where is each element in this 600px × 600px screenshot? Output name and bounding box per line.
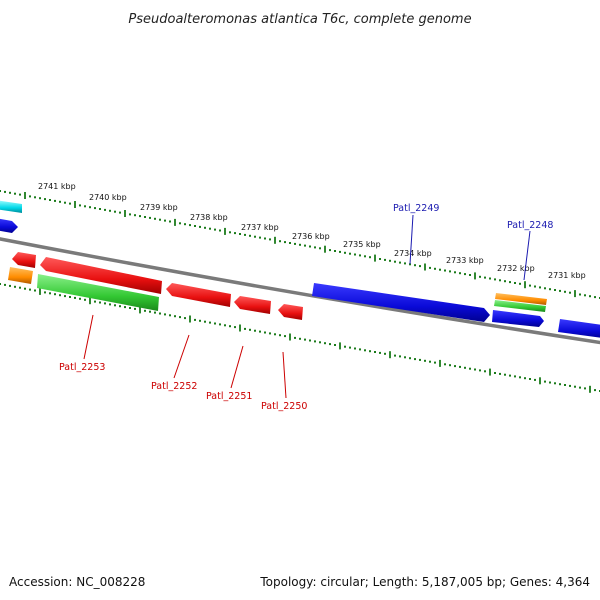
- genome-summary-text: Topology: circular; Length: 5,187,005 bp…: [259, 575, 590, 589]
- kbp-label: 2731 kbp: [548, 271, 586, 280]
- leader-line: [409, 214, 414, 265]
- forward-gene-patl-2249[interactable]: [312, 283, 490, 322]
- leader-line: [83, 314, 94, 360]
- cds-feature[interactable]: [8, 267, 33, 284]
- gene-label-patl-2252[interactable]: Patl_2252: [151, 381, 197, 392]
- reverse-gene-feature[interactable]: [12, 252, 36, 268]
- reverse-gene-patl-2250[interactable]: [278, 304, 303, 320]
- outer-tick-ruler: [0, 190, 600, 299]
- kbp-label: 2740 kbp: [89, 193, 127, 202]
- kbp-label: 2732 kbp: [497, 264, 535, 273]
- leader-line: [230, 345, 244, 389]
- forward-gene-feature[interactable]: [558, 319, 600, 339]
- kbp-label: 2741 kbp: [38, 182, 76, 191]
- rna-gene-feature[interactable]: [0, 200, 22, 213]
- reverse-gene-patl-2252[interactable]: [166, 283, 231, 307]
- leader-line: [282, 351, 287, 399]
- forward-gene-feature[interactable]: [0, 218, 18, 233]
- kbp-label: 2738 kbp: [190, 213, 228, 222]
- leader-line: [173, 334, 190, 379]
- gene-label-patl-2249[interactable]: Patl_2249: [393, 203, 439, 214]
- kbp-label: 2733 kbp: [446, 256, 484, 265]
- gene-label-patl-2253[interactable]: Patl_2253: [59, 362, 105, 373]
- accession-text: Accession: NC_008228: [9, 575, 145, 589]
- gene-label-patl-2250[interactable]: Patl_2250: [261, 401, 307, 412]
- kbp-label: 2734 kbp: [394, 249, 432, 258]
- kbp-label: 2736 kbp: [292, 232, 330, 241]
- reverse-gene-patl-2251[interactable]: [234, 296, 271, 314]
- kbp-label: 2735 kbp: [343, 240, 381, 249]
- gene-label-patl-2251[interactable]: Patl_2251: [206, 391, 252, 402]
- cds-feature-patl-2248-green[interactable]: [494, 300, 546, 312]
- cds-feature-patl-2253[interactable]: [37, 274, 159, 311]
- inner-tick-ruler: [0, 283, 600, 393]
- forward-gene-feature[interactable]: [492, 310, 544, 327]
- reverse-gene-patl-2253[interactable]: [40, 257, 162, 294]
- gene-label-patl-2248[interactable]: Patl_2248: [507, 220, 553, 231]
- genome-backbone: [0, 237, 600, 345]
- kbp-label: 2739 kbp: [140, 203, 178, 212]
- cds-feature-patl-2248[interactable]: [495, 293, 547, 305]
- map-title: Pseudoalteromonas atlantica T6c, complet…: [128, 12, 471, 27]
- kbp-label: 2737 kbp: [241, 223, 279, 232]
- leader-line: [523, 230, 531, 281]
